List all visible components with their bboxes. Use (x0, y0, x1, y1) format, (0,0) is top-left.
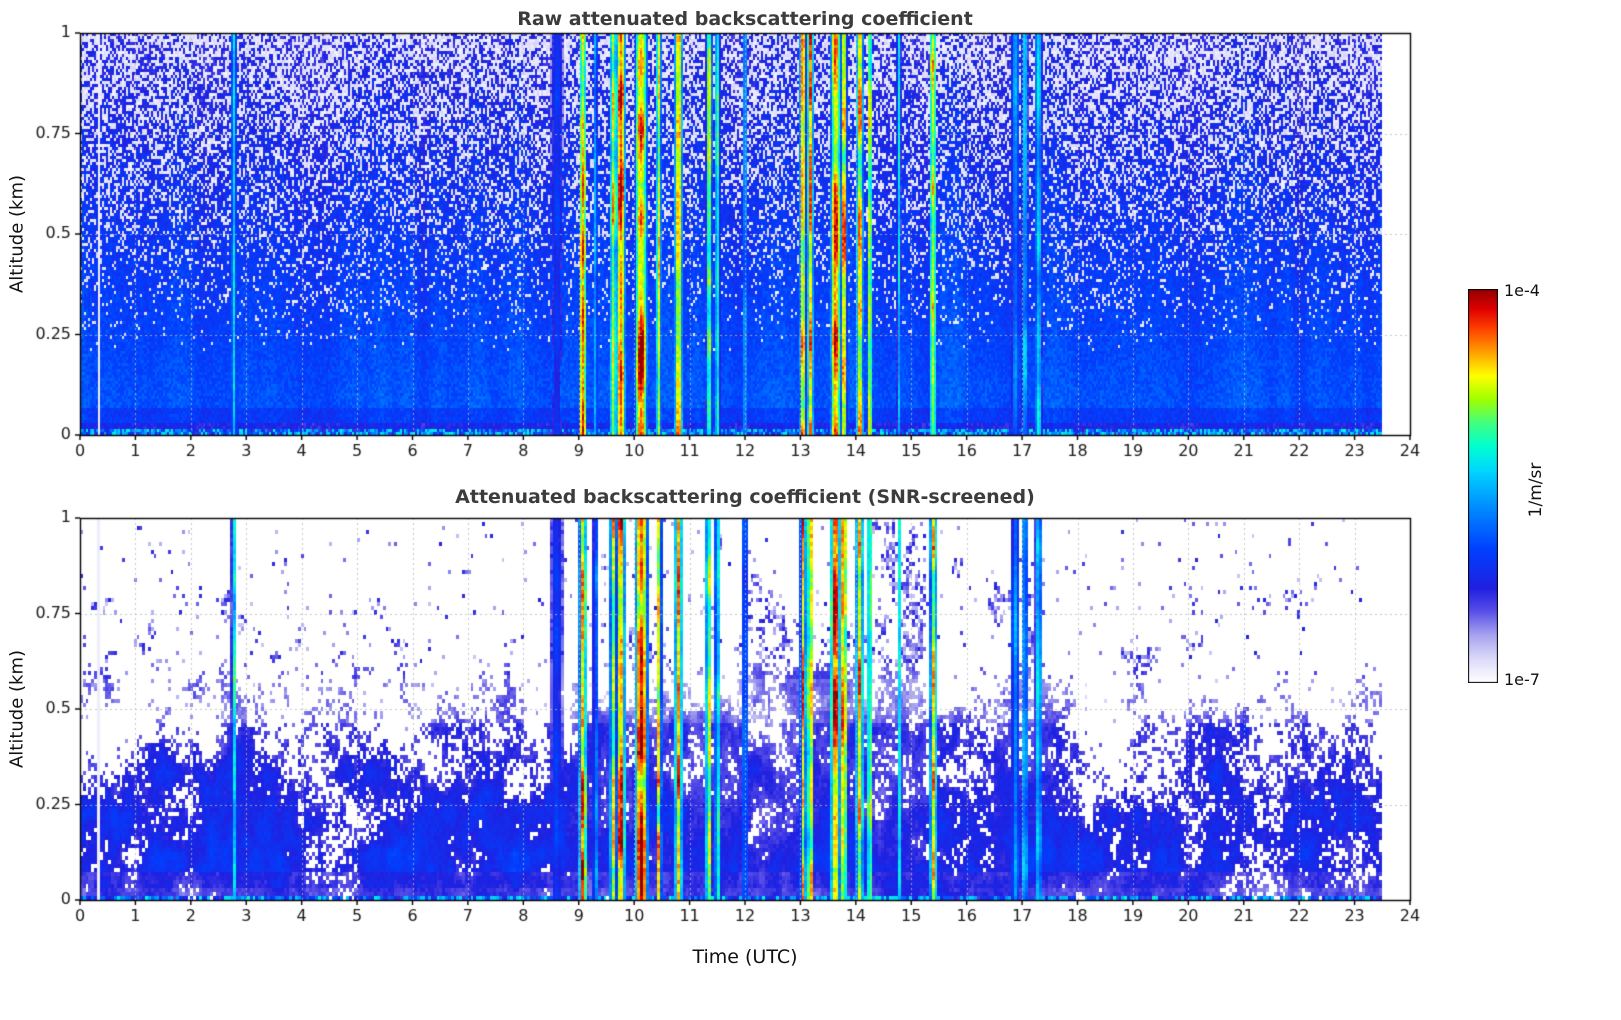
colorbar-max-label: 1e-4 (1504, 281, 1540, 300)
colorbar (1468, 289, 1498, 683)
raw-backscatter-heatmap (0, 0, 1621, 470)
screened-chart-title: Attenuated backscattering coefficient (S… (455, 486, 1035, 508)
raw-chart-y-axis-label: Altitude (km) (6, 174, 28, 294)
raw-chart-title: Raw attenuated backscattering coefficien… (517, 8, 973, 30)
colorbar-min-label: 1e-7 (1504, 670, 1540, 689)
time-axis-label: Time (UTC) (692, 946, 798, 968)
screened-chart-y-axis-label: Altitude (km) (6, 649, 28, 769)
screened-backscatter-heatmap (0, 470, 1621, 950)
colorbar-unit-label: 1/m/sr (1526, 462, 1546, 518)
